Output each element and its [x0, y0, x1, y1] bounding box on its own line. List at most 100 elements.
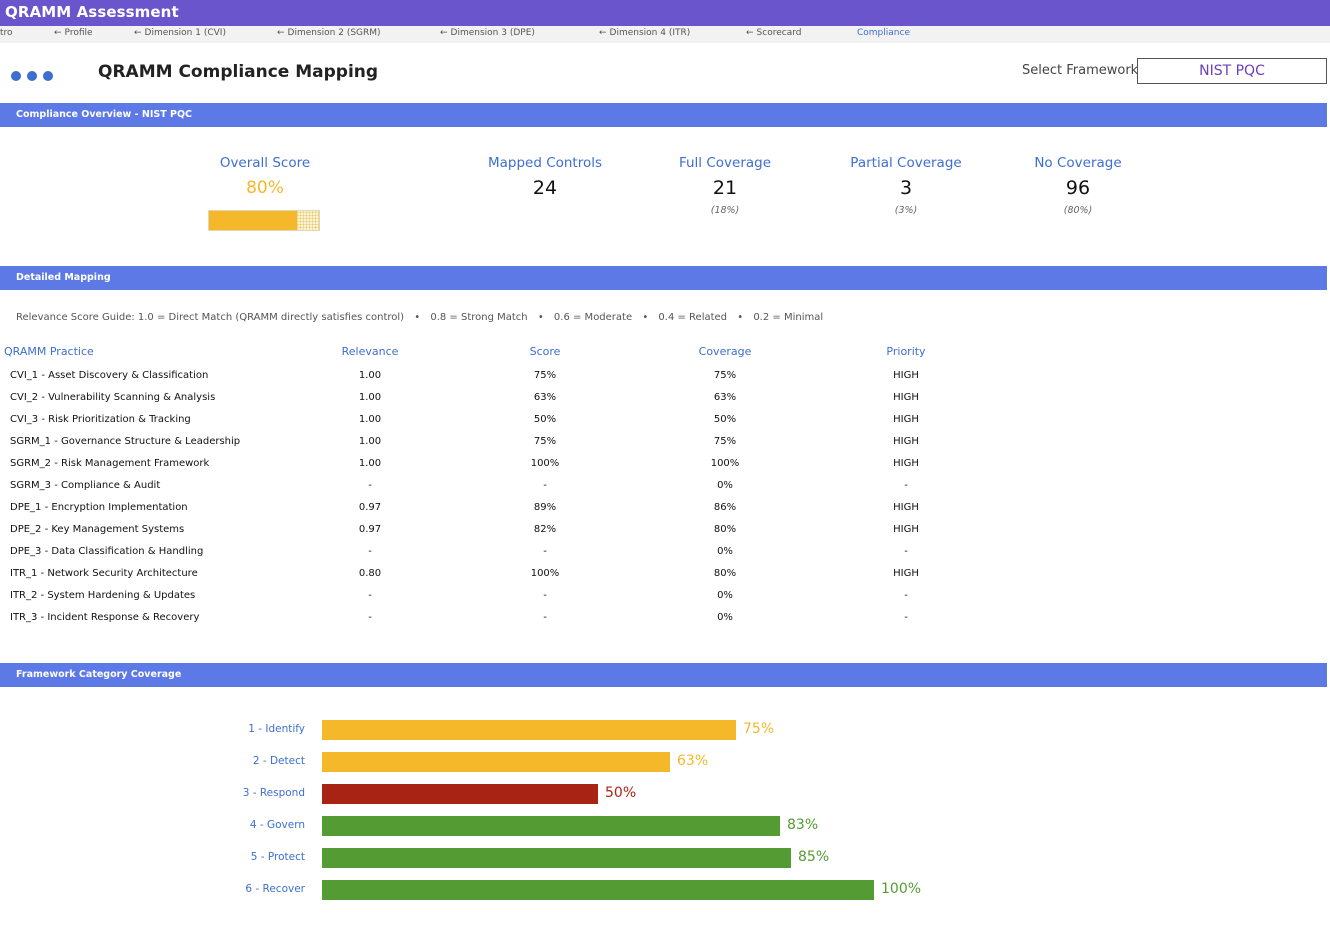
sheet-tab[interactable]: ← Dimension 1 (CVI): [134, 28, 226, 38]
category-bar: [322, 848, 791, 868]
arrow-left-icon: ←: [134, 28, 142, 38]
sheet-tab[interactable]: ← Dimension 3 (DPE): [440, 28, 535, 38]
cell-priority: -: [904, 546, 908, 557]
sheet-tab-bar: tro ← Profile ← Dimension 1 (CVI) ← Dimension …: [0, 26, 1330, 43]
category-value-label: 85%: [798, 849, 830, 865]
sheet-tab[interactable]: ← Dimension 4 (ITR): [599, 28, 690, 38]
guide-separator: •: [737, 312, 744, 323]
overall-score-bar: [208, 210, 320, 231]
dots-menu-icon[interactable]: [11, 68, 59, 86]
guide-item: 0.4 = Related: [658, 312, 728, 323]
category-bar: [322, 784, 598, 804]
cell-practice: CVI_2 - Vulnerability Scanning & Analysi…: [10, 392, 216, 403]
cell-practice: DPE_2 - Key Management Systems: [10, 524, 185, 535]
cell-practice: SGRM_3 - Compliance & Audit: [10, 480, 161, 491]
cell-score: 100%: [530, 568, 560, 579]
kpi-no-coverage: No Coverage 96 (80%): [1020, 155, 1136, 216]
cell-score: -: [543, 612, 547, 623]
column-header-practice[interactable]: QRAMM Practice: [4, 345, 94, 358]
sheet-tab[interactable]: ← Dimension 2 (SGRM): [277, 28, 381, 38]
overall-score-bar-fill: [209, 211, 297, 230]
guide-separator: •: [414, 312, 421, 323]
section-compliance-overview: Compliance Overview - NIST PQC: [0, 103, 1327, 127]
cell-relevance: 1.00: [358, 370, 382, 381]
cell-priority: HIGH: [893, 458, 919, 469]
table-row: ITR_3 - Incident Response & Recovery - - 0%…: [0, 612, 1000, 634]
kpi-label: No Coverage: [1034, 155, 1122, 171]
cell-priority: HIGH: [893, 392, 919, 403]
category-label: 3 - Respond: [242, 787, 305, 799]
cell-coverage: 80%: [713, 568, 737, 579]
category-value-label: 83%: [787, 817, 819, 833]
cell-score: 75%: [533, 370, 557, 381]
kpi-percent: (80%): [1063, 205, 1093, 216]
cell-priority: -: [904, 612, 908, 623]
sheet-tab-label: Dimension 4 (ITR): [609, 28, 691, 38]
arrow-left-icon: ←: [54, 28, 62, 38]
cell-practice: ITR_3 - Incident Response & Recovery: [10, 612, 200, 623]
category-label: 2 - Detect: [252, 755, 305, 767]
kpi-percent: (18%): [710, 205, 740, 216]
kpi-overall-score: Overall Score 80%: [210, 155, 320, 198]
section-detailed-mapping: Detailed Mapping: [0, 266, 1327, 290]
column-header-relevance[interactable]: Relevance: [341, 345, 399, 358]
category-label: 5 - Protect: [250, 851, 305, 863]
kpi-value: 80%: [246, 178, 284, 198]
category-label: 4 - Govern: [249, 819, 305, 831]
sheet-tab[interactable]: Compliance: [857, 28, 910, 38]
kpi-label: Mapped Controls: [487, 155, 603, 171]
category-bar: [322, 752, 670, 772]
cell-relevance: 1.00: [358, 392, 382, 403]
framework-label: Select Framework: [1022, 63, 1139, 78]
cell-coverage: 0%: [717, 480, 733, 491]
arrow-left-icon: ←: [440, 28, 448, 38]
table-row: ITR_1 - Network Security Architecture 0.8…: [0, 568, 1000, 590]
cell-practice: CVI_3 - Risk Prioritization & Tracking: [10, 414, 191, 425]
cell-practice: SGRM_1 - Governance Structure & Leadersh…: [10, 436, 241, 447]
cell-practice: DPE_3 - Data Classification & Handling: [10, 546, 204, 557]
guide-item: 0.8 = Strong Match: [430, 312, 528, 323]
cell-score: 89%: [533, 502, 557, 513]
cell-score: 100%: [530, 458, 560, 469]
guide-separator: •: [537, 312, 544, 323]
kpi-value: 3: [899, 177, 913, 199]
sheet-tab-label: Profile: [64, 28, 93, 38]
cell-score: 50%: [533, 414, 557, 425]
framework-select[interactable]: NIST PQC: [1137, 58, 1327, 84]
cell-score: -: [543, 546, 547, 557]
kpi-percent: (3%): [894, 205, 918, 216]
table-row: DPE_3 - Data Classification & Handling - -…: [0, 546, 1000, 568]
cell-coverage: 0%: [717, 590, 733, 601]
cell-practice: SGRM_2 - Risk Management Framework: [10, 458, 210, 469]
category-bar: [322, 880, 874, 900]
category-label: 1 - Identify: [248, 723, 305, 735]
cell-coverage: 50%: [713, 414, 737, 425]
cell-coverage: 75%: [713, 436, 737, 447]
kpi-full-coverage: Full Coverage 21 (18%): [665, 155, 785, 216]
column-header-score[interactable]: Score: [529, 345, 561, 358]
cell-coverage: 0%: [717, 546, 733, 557]
section-category-coverage: Framework Category Coverage: [0, 663, 1327, 687]
sheet-tab[interactable]: ← Profile: [54, 28, 93, 38]
column-header-priority[interactable]: Priority: [886, 345, 926, 358]
category-value-label: 100%: [881, 881, 922, 897]
sheet-tab-label: tro: [0, 28, 13, 38]
guide-item: 0.6 = Moderate: [553, 312, 633, 323]
sheet-tab[interactable]: tro: [0, 28, 13, 38]
kpi-mapped-controls: Mapped Controls 24: [475, 155, 615, 199]
table-row: SGRM_1 - Governance Structure & Leadersh…: [0, 436, 1000, 458]
kpi-label: Overall Score: [219, 155, 311, 171]
app-title: QRAMM Assessment: [5, 3, 179, 21]
cell-score: 82%: [533, 524, 557, 535]
cell-relevance: -: [368, 546, 372, 557]
kpi-value: 24: [532, 177, 558, 199]
cell-priority: HIGH: [893, 436, 919, 447]
column-header-coverage[interactable]: Coverage: [698, 345, 752, 358]
cell-coverage: 100%: [710, 458, 740, 469]
cell-priority: HIGH: [893, 370, 919, 381]
cell-practice: ITR_1 - Network Security Architecture: [10, 568, 198, 579]
table-row: DPE_2 - Key Management Systems 0.97 82% 80%…: [0, 524, 1000, 546]
sheet-tab[interactable]: ← Scorecard: [746, 28, 801, 38]
cell-coverage: 75%: [713, 370, 737, 381]
kpi-label: Full Coverage: [678, 155, 772, 171]
